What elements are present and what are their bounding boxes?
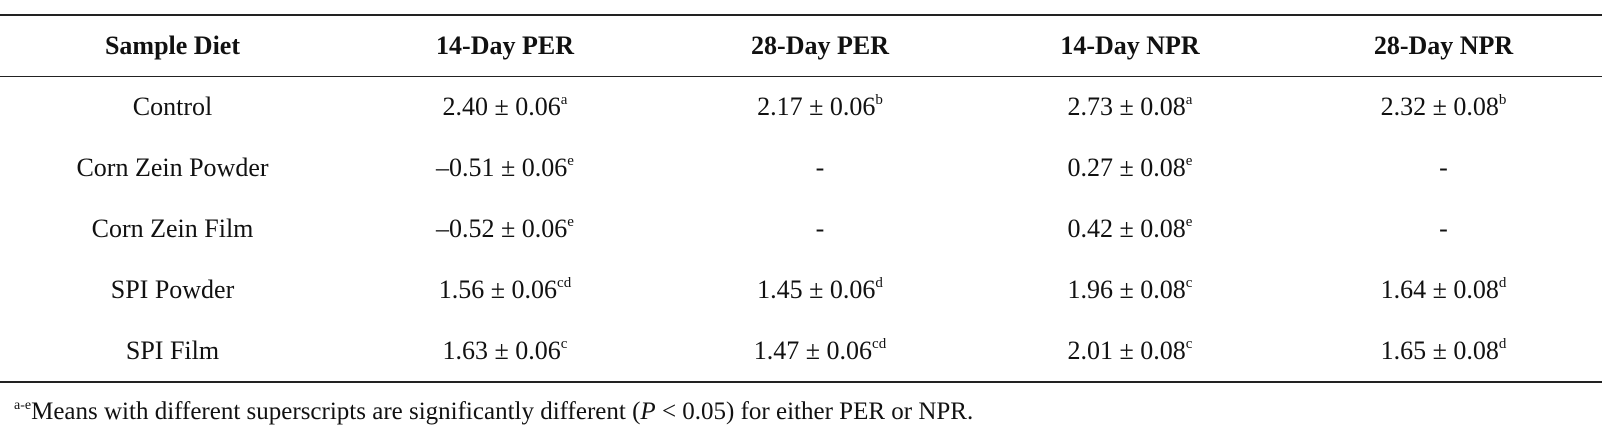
cell-superscript: e <box>567 153 574 169</box>
cell-value: 1.45 ± 0.06 <box>757 275 876 304</box>
table-row: Corn Zein Powder –0.51 ± 0.06e - 0.27 ± … <box>0 138 1602 199</box>
cell-superscript: c <box>560 335 568 352</box>
cell-28-day-npr: - <box>1285 138 1602 199</box>
diet-name: Control <box>132 92 213 122</box>
cell-value: 2.17 ± 0.06 <box>757 92 876 122</box>
cell-superscript: cd <box>872 335 887 352</box>
cell-28-day-npr: - <box>1285 199 1602 260</box>
header-row: Sample Diet 14-Day PER 28-Day PER 14-Day… <box>0 15 1602 77</box>
cell-superscript: d <box>875 275 883 291</box>
cell-value: 2.73 ± 0.08 <box>1067 92 1186 122</box>
cell-value: 1.47 ± 0.06 <box>753 335 873 365</box>
header-14-day-per: 14-Day PER <box>436 31 574 60</box>
cell-value: 2.01 ± 0.08 <box>1067 335 1186 365</box>
cell-14-day-per: –0.51 ± 0.06e <box>345 138 665 199</box>
cell-28-day-per: 2.17 ± 0.06b <box>665 77 975 138</box>
cell-14-day-npr: 0.27 ± 0.08e <box>975 138 1285 199</box>
header-sample-diet: Sample Diet <box>104 31 241 60</box>
cell-superscript: cd <box>557 275 572 291</box>
cell-value: 1.65 ± 0.08 <box>1380 335 1499 365</box>
cell-28-day-per: 1.47 ± 0.06cd <box>665 321 975 382</box>
cell-14-day-per: 1.56 ± 0.06cd <box>345 260 665 321</box>
table-row: Corn Zein Film –0.52 ± 0.06e - 0.42 ± 0.… <box>0 199 1602 260</box>
cell-value: - <box>815 214 825 243</box>
cell-value: 1.64 ± 0.08 <box>1380 275 1499 304</box>
table-row: Control 2.40 ± 0.06a 2.17 ± 0.06b 2.73 ±… <box>0 77 1602 138</box>
cell-value: 1.56 ± 0.06 <box>438 275 558 304</box>
cell-28-day-npr: 2.32 ± 0.08b <box>1285 77 1602 138</box>
cell-superscript: e <box>567 214 574 230</box>
table-row: SPI Film 1.63 ± 0.06c 1.47 ± 0.06cd 2.01… <box>0 321 1602 382</box>
cell-value: 2.40 ± 0.06 <box>442 92 561 122</box>
cell-superscript: a <box>560 92 568 109</box>
footnote-text-after: < 0.05) for either PER or NPR. <box>655 398 974 425</box>
results-table-container: Sample Diet 14-Day PER 28-Day PER 14-Day… <box>0 14 1602 383</box>
cell-value: - <box>815 153 825 182</box>
cell-value: 0.42 ± 0.08 <box>1067 214 1186 243</box>
footnote-p-symbol: P <box>640 398 656 425</box>
cell-value: 1.63 ± 0.06 <box>442 335 561 365</box>
cell-superscript: b <box>1498 92 1507 109</box>
cell-14-day-npr: 0.42 ± 0.08e <box>975 199 1285 260</box>
diet-name: SPI Film <box>125 335 220 365</box>
cell-superscript: e <box>1185 153 1193 169</box>
cell-value: 2.32 ± 0.08 <box>1380 92 1499 122</box>
table-body: Control 2.40 ± 0.06a 2.17 ± 0.06b 2.73 ±… <box>0 77 1602 382</box>
header-28-day-per: 28-Day PER <box>751 31 889 60</box>
cell-value: 1.96 ± 0.08 <box>1067 275 1186 304</box>
diet-name: SPI Powder <box>110 275 235 304</box>
cell-superscript: e <box>1185 214 1193 230</box>
cell-value: 0.27 ± 0.08 <box>1067 153 1186 182</box>
cell-superscript: c <box>1185 275 1193 291</box>
cell-28-day-per: - <box>665 199 975 260</box>
results-table: Sample Diet 14-Day PER 28-Day PER 14-Day… <box>0 14 1602 383</box>
footnote-text-before: Means with different superscripts are si… <box>31 398 641 425</box>
cell-value: –0.51 ± 0.06 <box>436 153 568 182</box>
cell-28-day-npr: 1.65 ± 0.08d <box>1285 321 1602 382</box>
cell-value: - <box>1439 153 1448 182</box>
cell-14-day-per: 2.40 ± 0.06a <box>345 77 665 138</box>
cell-superscript: d <box>1498 275 1507 291</box>
cell-superscript: d <box>1498 335 1507 352</box>
diet-name: Corn Zein Powder <box>76 153 269 182</box>
cell-superscript: b <box>875 92 883 109</box>
cell-14-day-npr: 2.01 ± 0.08c <box>975 321 1285 382</box>
cell-superscript: c <box>1185 335 1193 352</box>
cell-28-day-npr: 1.64 ± 0.08d <box>1285 260 1602 321</box>
cell-value: - <box>1439 214 1448 243</box>
diet-name: Corn Zein Film <box>91 214 254 243</box>
cell-14-day-per: –0.52 ± 0.06e <box>345 199 665 260</box>
header-28-day-npr: 28-Day NPR <box>1373 31 1514 60</box>
cell-28-day-per: - <box>665 138 975 199</box>
cell-14-day-npr: 2.73 ± 0.08a <box>975 77 1285 138</box>
cell-superscript: a <box>1185 92 1193 109</box>
cell-14-day-per: 1.63 ± 0.06c <box>345 321 665 382</box>
cell-28-day-per: 1.45 ± 0.06d <box>665 260 975 321</box>
table-header: Sample Diet 14-Day PER 28-Day PER 14-Day… <box>0 15 1602 77</box>
table-footnote: a-eMeans with different superscripts are… <box>14 398 973 426</box>
table-row: SPI Powder 1.56 ± 0.06cd 1.45 ± 0.06d 1.… <box>0 260 1602 321</box>
header-14-day-npr: 14-Day NPR <box>1060 31 1200 60</box>
cell-14-day-npr: 1.96 ± 0.08c <box>975 260 1285 321</box>
footnote-superscript: a-e <box>14 398 32 413</box>
cell-value: –0.52 ± 0.06 <box>436 214 568 243</box>
